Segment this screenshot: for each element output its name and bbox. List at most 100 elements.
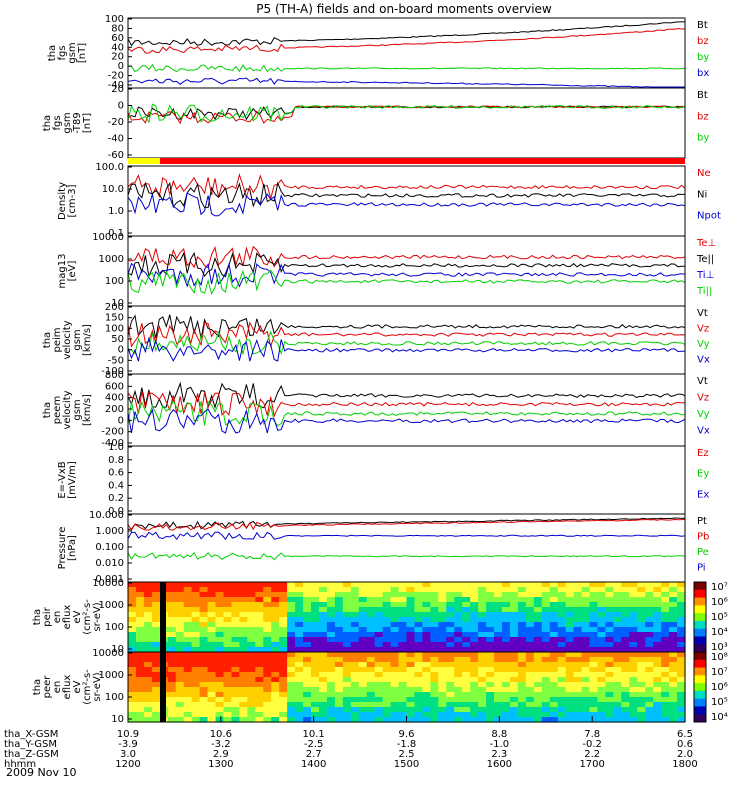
spectrogram-cell (637, 607, 646, 613)
spectrogram-cell (199, 712, 209, 718)
spectrogram-cell (589, 587, 599, 593)
spectrogram-cell (478, 612, 487, 618)
spectrogram-cell (350, 682, 360, 688)
spectrogram-cell (446, 627, 455, 633)
spectrogram-cell (661, 612, 670, 618)
spectrogram-cell (541, 627, 551, 633)
spectrogram-cell (175, 627, 185, 633)
spectrogram-cell (223, 582, 233, 588)
spectrogram-cell (565, 692, 575, 698)
spectrogram-cell (661, 692, 670, 698)
spectrogram-cell (271, 697, 280, 703)
y-tick-label: 0.2 (108, 493, 124, 504)
spectrogram-cell (581, 632, 591, 638)
spectrogram-cell (183, 627, 193, 633)
spectrogram-cell (215, 647, 225, 653)
spectrogram-cell (135, 637, 145, 643)
spectrogram-cell (287, 662, 296, 668)
spectrogram-cell (613, 712, 622, 718)
spectrogram-cell (311, 657, 320, 663)
spectrogram-cell (271, 687, 280, 693)
spectrogram-cell (398, 707, 408, 713)
y-tick-label: 800 (105, 370, 124, 381)
spectrogram-cell (334, 597, 344, 603)
spectrogram-cell (446, 647, 455, 653)
spectrogram-cell (589, 717, 599, 723)
spectrogram-cell (478, 697, 487, 703)
spectrogram-cell (191, 682, 201, 688)
spectrogram-cell (303, 612, 312, 618)
spectrogram-cell (549, 632, 559, 638)
spectrogram-cell (414, 707, 424, 713)
spectrogram-cell (183, 587, 193, 593)
spectrogram-cell (669, 597, 678, 603)
spectrogram-cell (191, 622, 201, 628)
spectrogram-cell (509, 632, 519, 638)
spectrogram-cell (406, 667, 416, 673)
spectrogram-cell (303, 622, 312, 628)
spectrogram-cell (334, 617, 344, 623)
spectrogram-cell (470, 707, 479, 713)
spectrogram-cell (143, 607, 153, 613)
spectrogram-cell (342, 637, 352, 643)
spectrogram-cell (430, 607, 439, 613)
spectrogram-cell (509, 617, 519, 623)
spectrogram-cell (303, 632, 312, 638)
spectrogram-cell (318, 627, 328, 633)
spectrogram-cell (573, 682, 583, 688)
spectrogram-cell (549, 707, 559, 713)
spectrogram-cell (303, 637, 312, 643)
y-axis-label: eV (72, 610, 83, 623)
spectrogram-cell (525, 602, 535, 608)
spectrogram-cell (581, 612, 591, 618)
spectrogram-cell (414, 622, 424, 628)
spectrogram-cell (589, 682, 599, 688)
spectrogram-cell (183, 682, 193, 688)
spectrogram-cell (215, 582, 225, 588)
spectrogram-cell (128, 717, 137, 723)
spectrogram-cell (255, 692, 264, 698)
spectrogram-cell (167, 672, 177, 678)
spectrogram-cell (271, 602, 280, 608)
spectrogram-cell (669, 587, 678, 593)
spectrogram-cell (199, 607, 209, 613)
spectrogram-cell (621, 717, 630, 723)
spectrogram-cell (239, 642, 248, 648)
spectrogram-cell (350, 647, 360, 653)
spectrogram-cell (231, 662, 240, 668)
spectrogram-cell (151, 607, 161, 613)
spectrogram-cell (215, 657, 225, 663)
spectrogram-cell (287, 672, 296, 678)
spectrogram-cell (398, 657, 408, 663)
spectrogram-cell (263, 642, 272, 648)
spectrogram-cell (501, 602, 511, 608)
spectrogram-cell (565, 667, 575, 673)
y-axis-label: [mV/m] (67, 461, 78, 499)
spectrogram-cell (454, 592, 463, 598)
spectrogram-cell (645, 627, 654, 633)
spectrogram-cell (199, 592, 209, 598)
legend-label: bz (697, 111, 709, 122)
axis-value: 2.3 (491, 749, 507, 760)
spectrogram-cell (501, 622, 511, 628)
y-tick-label: 200 (105, 404, 124, 415)
spectrogram-cell (350, 692, 360, 698)
series-line-Ti⊥ (127, 262, 686, 288)
spectrogram-cell (573, 647, 583, 653)
spectrogram-cell (374, 657, 384, 663)
spectrogram-cell (207, 647, 217, 653)
spectrogram-cell (143, 662, 153, 668)
y-tick-label: 0.010 (95, 558, 124, 569)
spectrogram-cell (167, 602, 177, 608)
spectrogram-cell (661, 592, 670, 598)
spectrogram-cell (597, 647, 607, 653)
spectrogram-cell (573, 712, 583, 718)
spectrogram-cell (128, 637, 137, 643)
spectrogram-cell (406, 657, 416, 663)
spectrogram-cell (573, 692, 583, 698)
colorbar-tick-label: 10⁶ (711, 597, 728, 608)
y-tick-label: 10 (111, 298, 124, 309)
spectrogram-cell (287, 687, 296, 693)
spectrogram-cell (462, 627, 471, 633)
spectrogram-cell (478, 707, 487, 713)
